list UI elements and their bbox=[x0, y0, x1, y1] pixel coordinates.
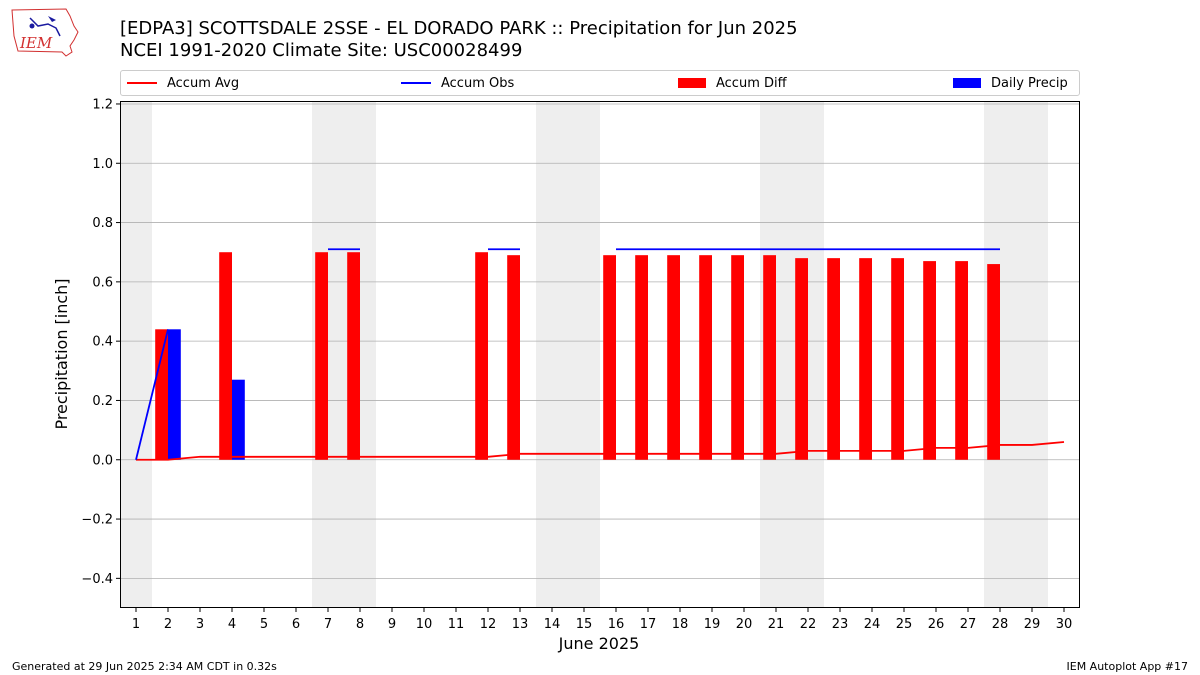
x-tick-label: 24 bbox=[864, 617, 881, 632]
legend-item-accum-obs: Accum Obs bbox=[401, 71, 514, 95]
x-tick-label: 14 bbox=[544, 617, 561, 632]
bars bbox=[155, 252, 1000, 460]
daily-precip-bar bbox=[168, 329, 181, 460]
legend-label: Accum Obs bbox=[441, 75, 515, 91]
x-tick-label: 13 bbox=[512, 617, 529, 632]
legend-swatch bbox=[401, 82, 431, 84]
axes: −0.4−0.20.00.20.40.60.81.01.21 2 3 4 5 6 7 8 9 10… bbox=[81, 97, 1072, 632]
x-tick-label: 5 bbox=[260, 617, 268, 632]
iem-logo-text: IEM bbox=[19, 34, 53, 52]
accum-diff-bar bbox=[955, 261, 968, 460]
x-tick-label: 3 bbox=[196, 617, 204, 632]
y-tick-label: 0.2 bbox=[92, 394, 113, 409]
x-tick-label: 27 bbox=[960, 617, 977, 632]
x-tick-label: 19 bbox=[704, 617, 721, 632]
x-tick-label: 29 bbox=[1024, 617, 1041, 632]
accum-diff-bar bbox=[155, 329, 168, 460]
x-axis-label: June 2025 bbox=[558, 634, 640, 653]
legend-label: Accum Avg bbox=[167, 75, 240, 91]
legend-item-daily-precip: Daily Precip bbox=[953, 71, 1068, 95]
accum-diff-bar bbox=[987, 264, 1000, 460]
accum-diff-bar bbox=[795, 258, 808, 460]
y-tick-label: 0.4 bbox=[92, 335, 113, 350]
x-tick-label: 28 bbox=[992, 617, 1009, 632]
y-tick-label: 0.0 bbox=[92, 453, 113, 468]
x-tick-label: 6 bbox=[292, 617, 300, 632]
legend-item-accum-diff: Accum Diff bbox=[678, 71, 787, 95]
legend-swatch bbox=[953, 78, 981, 88]
weekend-band bbox=[536, 101, 600, 608]
x-tick-label: 1 bbox=[132, 617, 140, 632]
accum-diff-bar bbox=[219, 252, 232, 460]
y-tick-label: −0.4 bbox=[81, 572, 113, 587]
gridlines bbox=[120, 103, 1080, 579]
accum-diff-bar bbox=[315, 252, 328, 460]
accum-diff-bar bbox=[891, 258, 904, 460]
legend-label: Daily Precip bbox=[991, 75, 1068, 91]
accum-diff-bar bbox=[347, 252, 360, 460]
legend-swatch bbox=[678, 78, 706, 88]
accum-diff-bar bbox=[475, 252, 488, 460]
x-tick-label: 26 bbox=[928, 617, 945, 632]
accum-diff-bar bbox=[667, 255, 680, 460]
x-tick-label: 16 bbox=[608, 617, 625, 632]
accum-diff-bar bbox=[603, 255, 616, 460]
y-tick-label: 1.2 bbox=[92, 97, 113, 112]
x-tick-label: 10 bbox=[416, 617, 433, 632]
x-tick-label: 23 bbox=[832, 617, 849, 632]
x-tick-label: 20 bbox=[736, 617, 753, 632]
x-tick-label: 4 bbox=[228, 617, 236, 632]
x-tick-label: 11 bbox=[448, 617, 465, 632]
x-tick-label: 30 bbox=[1056, 617, 1073, 632]
legend-item-accum-avg: Accum Avg bbox=[127, 71, 239, 95]
x-tick-label: 8 bbox=[356, 617, 364, 632]
x-tick-label: 18 bbox=[672, 617, 689, 632]
accum-avg-line bbox=[136, 441, 1065, 461]
x-tick-label: 7 bbox=[324, 617, 332, 632]
x-tick-label: 17 bbox=[640, 617, 657, 632]
x-tick-label: 22 bbox=[800, 617, 817, 632]
footer-app-text: IEM Autoplot App #17 bbox=[1066, 660, 1189, 673]
accum-diff-bar bbox=[859, 258, 872, 460]
y-tick-label: −0.2 bbox=[81, 513, 113, 528]
accum-obs-line bbox=[135, 329, 169, 460]
accum-diff-bar bbox=[763, 255, 776, 460]
x-tick-label: 25 bbox=[896, 617, 913, 632]
y-tick-label: 1.0 bbox=[92, 157, 113, 172]
chart-title: [EDPA3] SCOTTSDALE 2SSE - EL DORADO PARK… bbox=[120, 18, 798, 39]
y-axis-label: Precipitation [inch] bbox=[52, 278, 71, 429]
plot-frame bbox=[120, 101, 1080, 608]
x-tick-label: 15 bbox=[576, 617, 593, 632]
x-tick-label: 2 bbox=[164, 617, 172, 632]
accum-diff-bar bbox=[731, 255, 744, 460]
x-tick-label: 9 bbox=[388, 617, 396, 632]
accum-diff-bar bbox=[923, 261, 936, 460]
accum-diff-bar bbox=[507, 255, 520, 460]
weekend-band bbox=[120, 101, 152, 608]
legend-label: Accum Diff bbox=[716, 75, 787, 91]
accum-diff-bar bbox=[635, 255, 648, 460]
accum-diff-bar bbox=[699, 255, 712, 460]
x-tick-label: 21 bbox=[768, 617, 785, 632]
series-lines bbox=[135, 248, 1065, 461]
footer-generated-text: Generated at 29 Jun 2025 2:34 AM CDT in … bbox=[12, 660, 277, 673]
legend: Accum Avg Accum Obs Accum Diff Daily Pre… bbox=[120, 70, 1080, 96]
y-tick-label: 0.8 bbox=[92, 216, 113, 231]
daily-precip-bar bbox=[232, 379, 245, 460]
accum-diff-bar bbox=[827, 258, 840, 460]
y-tick-label: 0.6 bbox=[92, 275, 113, 290]
x-tick-label: 12 bbox=[480, 617, 497, 632]
legend-swatch bbox=[127, 82, 157, 84]
chart-subtitle: NCEI 1991-2020 Climate Site: USC00028499 bbox=[120, 40, 523, 61]
weekend-bands bbox=[120, 101, 1048, 608]
iem-logo: IEM bbox=[11, 8, 79, 57]
